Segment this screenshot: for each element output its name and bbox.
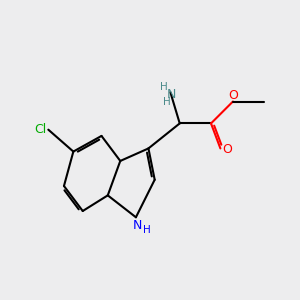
Text: H: H xyxy=(143,225,151,236)
Text: H: H xyxy=(160,82,168,92)
Text: N: N xyxy=(133,219,142,232)
Text: Cl: Cl xyxy=(34,123,46,136)
Text: H: H xyxy=(163,97,171,107)
Text: O: O xyxy=(222,143,232,157)
Text: N: N xyxy=(167,88,177,101)
Text: O: O xyxy=(228,89,238,102)
